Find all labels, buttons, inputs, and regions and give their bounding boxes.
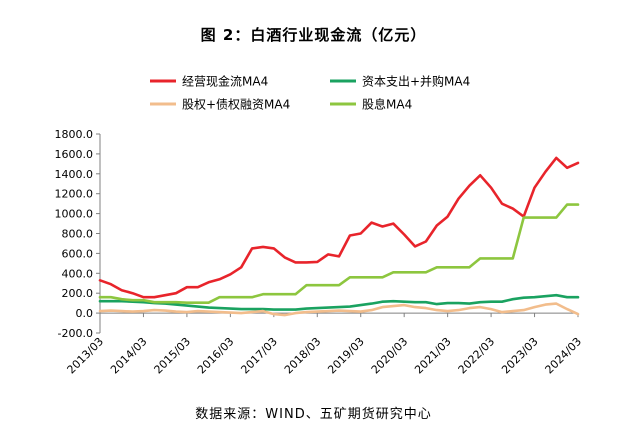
series-line-2 <box>98 293 580 311</box>
x-tick-label: 2024/03 <box>543 335 585 377</box>
y-tick-label: 1400.0 <box>55 168 94 181</box>
y-tick-label: 1800.0 <box>55 128 94 141</box>
chart-source: 数据来源：WIND、五矿期货研究中心 <box>195 407 432 422</box>
x-tick-label: 2014/03 <box>108 335 150 377</box>
series-line-1 <box>98 156 580 299</box>
y-tick-label: 1600.0 <box>55 148 94 161</box>
x-tick-label: 2023/03 <box>499 335 541 377</box>
x-tick-label: 2019/03 <box>325 335 367 377</box>
axes: -200.0 0.0 200.0 400.0 600.0 800.0 1000.0 1200.… <box>55 128 585 376</box>
series-lines <box>98 156 580 317</box>
x-tick-label: 2018/03 <box>282 335 324 377</box>
series-line-4 <box>98 203 580 305</box>
x-tick-label: 2015/03 <box>152 335 194 377</box>
y-tick-label: 1200.0 <box>55 188 94 201</box>
legend-label-2: 资本支出+并购MA4 <box>362 74 470 89</box>
y-tick-label: 800.0 <box>62 228 94 241</box>
legend: 经营现金流MA4 资本支出+并购MA4 股权+债权融资MA4 股息MA4 <box>150 74 470 112</box>
x-tick-label: 2013/03 <box>65 335 107 377</box>
y-tick-label: 400.0 <box>62 267 94 280</box>
y-tick-label: 0.0 <box>76 307 94 320</box>
x-tick-label: 2022/03 <box>456 335 498 377</box>
x-tick-label: 2017/03 <box>238 335 280 377</box>
legend-label-1: 经营现金流MA4 <box>182 74 268 89</box>
x-tick-label: 2016/03 <box>195 335 237 377</box>
y-tick-label: 200.0 <box>62 287 94 300</box>
y-tick-label: 600.0 <box>62 247 94 260</box>
series-line-3 <box>98 302 580 317</box>
chart-title: 图 2：白酒行业现金流（亿元） <box>200 26 427 44</box>
y-tick-label: 1000.0 <box>55 208 94 221</box>
legend-label-3: 股权+债权融资MA4 <box>182 98 290 112</box>
x-tick-label: 2020/03 <box>369 335 411 377</box>
x-tick-label: 2021/03 <box>412 335 454 377</box>
y-tick-label: -200.0 <box>58 327 93 340</box>
legend-label-4: 股息MA4 <box>362 97 412 112</box>
